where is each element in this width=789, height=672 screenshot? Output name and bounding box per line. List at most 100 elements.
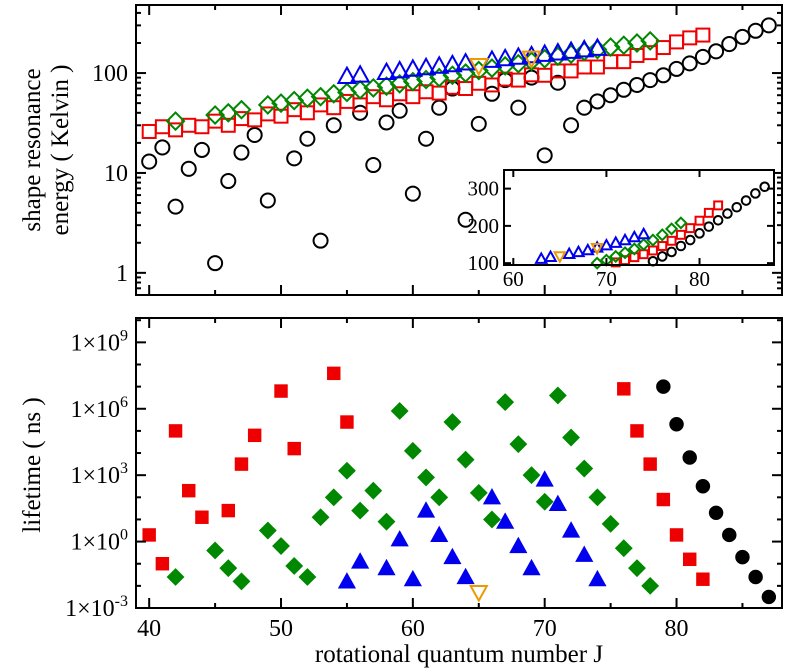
top-up-triangles-point — [442, 53, 463, 73]
inset-markers — [534, 181, 770, 270]
x-tick-label: 40 — [137, 616, 161, 642]
bottom-filled-diamonds-point — [166, 568, 185, 586]
inset-squares-point — [610, 257, 621, 268]
top-squares-point — [616, 54, 632, 70]
bottom-filled-diamonds-point — [628, 559, 646, 578]
inset-circles-point — [740, 195, 752, 206]
inset-diamonds-point — [655, 228, 669, 242]
top-y-label-line2: energy ( Kelvin ) — [47, 64, 74, 235]
top-up-triangles-point — [560, 40, 582, 59]
bottom-filled-diamonds-point — [588, 488, 607, 507]
inset-squares-point — [657, 241, 668, 251]
bottom-filled-diamonds-point — [403, 441, 422, 460]
top-circles-point — [325, 117, 342, 134]
top-squares-point — [247, 112, 263, 128]
bottom-filled-up-triangles-point — [548, 494, 567, 512]
inset-down-triangles-point — [590, 243, 605, 256]
bottom-filled-circles-point — [656, 379, 671, 394]
top-up-triangles-point — [547, 42, 569, 61]
top-circles-point — [615, 81, 632, 98]
bottom-y-tick-exponent: -3 — [115, 593, 128, 610]
top-up-triangles-point — [534, 43, 555, 62]
inset-up-triangles-point — [534, 251, 549, 264]
top-circles-point — [536, 147, 553, 164]
bottom-y-tick-label: 1×109 — [70, 327, 128, 356]
bottom-filled-diamonds-point — [430, 488, 449, 507]
bottom-filled-squares-point — [656, 492, 671, 507]
top-circles-point — [563, 117, 580, 134]
inset-circles-point — [731, 201, 743, 213]
top-circles-point — [167, 198, 184, 215]
bottom-filled-squares-point — [287, 441, 301, 456]
top-squares-point — [405, 89, 421, 105]
bottom-filled-diamonds-point — [219, 559, 238, 578]
bottom-filled-diamonds-point — [548, 386, 567, 405]
bottom-filled-circles-point — [748, 569, 763, 585]
inset-circles-point — [666, 246, 677, 258]
inset-panel: 60 70 80 100 200 300 — [468, 169, 775, 291]
top-squares-point — [655, 40, 671, 56]
bottom-filled-squares-point — [155, 557, 170, 571]
inset-y-tick-label: 300 — [468, 177, 500, 201]
top-circles-point — [312, 232, 329, 249]
bottom-filled-diamonds-point — [390, 402, 409, 420]
bottom-filled-diamonds-point — [535, 492, 554, 511]
bottom-filled-circles-point — [669, 417, 684, 432]
top-squares-point — [510, 72, 526, 88]
x-tick-label: 60 — [401, 616, 425, 642]
x-axis-label: rotational quantum number J — [315, 641, 603, 668]
top-circles-point — [734, 28, 751, 45]
top-squares-point — [141, 124, 157, 139]
top-y-ticks: 1 10 100 — [92, 5, 782, 296]
top-up-triangles-point — [349, 64, 371, 83]
top-circles-point — [576, 99, 593, 116]
bottom-filled-squares-point — [340, 415, 354, 429]
bottom-filled-up-triangles-point — [522, 558, 541, 576]
bottom-filled-squares-point — [630, 424, 644, 438]
top-circles-point — [642, 72, 659, 89]
top-circles-point — [193, 141, 210, 158]
inset-up-triangles-point — [580, 242, 595, 256]
top-squares-point — [537, 67, 553, 83]
top-circles-point — [760, 17, 777, 34]
bottom-filled-up-triangles-point — [456, 567, 475, 585]
bottom-filled-diamonds-point — [298, 568, 317, 586]
inset-squares-point — [703, 207, 714, 218]
bottom-filled-squares-point — [682, 552, 697, 567]
bottom-filled-up-triangles-point — [416, 501, 436, 518]
top-circles-point — [259, 192, 276, 209]
top-circles-point — [352, 104, 369, 121]
inset-up-triangles-point — [636, 226, 651, 240]
bottom-filled-diamonds-point — [483, 510, 501, 529]
inset-squares-point — [685, 223, 696, 234]
x-tick-label: 70 — [533, 616, 557, 642]
top-circles-point — [404, 185, 421, 202]
top-circles-point — [747, 22, 764, 39]
bottom-y-tick-label: 1×10-3 — [65, 593, 128, 622]
bottom-y-label: lifetime ( ns ) — [19, 397, 46, 532]
top-squares-point — [695, 27, 711, 43]
top-circles-point — [523, 69, 540, 86]
inset-diamonds-point — [590, 256, 604, 270]
x-tick-label: 50 — [269, 616, 293, 642]
top-diamonds-point — [231, 99, 252, 120]
top-circles-point — [233, 144, 250, 161]
bottom-filled-up-triangles-point — [482, 488, 502, 505]
top-circles-point — [220, 173, 237, 190]
bottom-filled-squares-point — [643, 457, 657, 471]
top-up-triangles-point — [573, 38, 595, 58]
inset-diamonds-point — [637, 237, 651, 252]
top-circles-point — [391, 102, 408, 119]
bottom-filled-diamonds-point — [364, 481, 383, 500]
bottom-y-tick-exponent: 3 — [120, 460, 128, 477]
bottom-filled-diamonds-point — [509, 435, 528, 454]
bottom-filled-diamonds-point — [456, 450, 475, 469]
bottom-filled-diamonds-point — [206, 541, 225, 560]
bottom-markers — [142, 366, 777, 605]
top-circles-point — [483, 85, 500, 102]
top-circles-point — [154, 139, 171, 156]
bottom-filled-up-triangles-point — [403, 569, 422, 587]
inset-up-triangles-point — [543, 249, 558, 262]
bottom-plot-frame — [135, 317, 783, 609]
